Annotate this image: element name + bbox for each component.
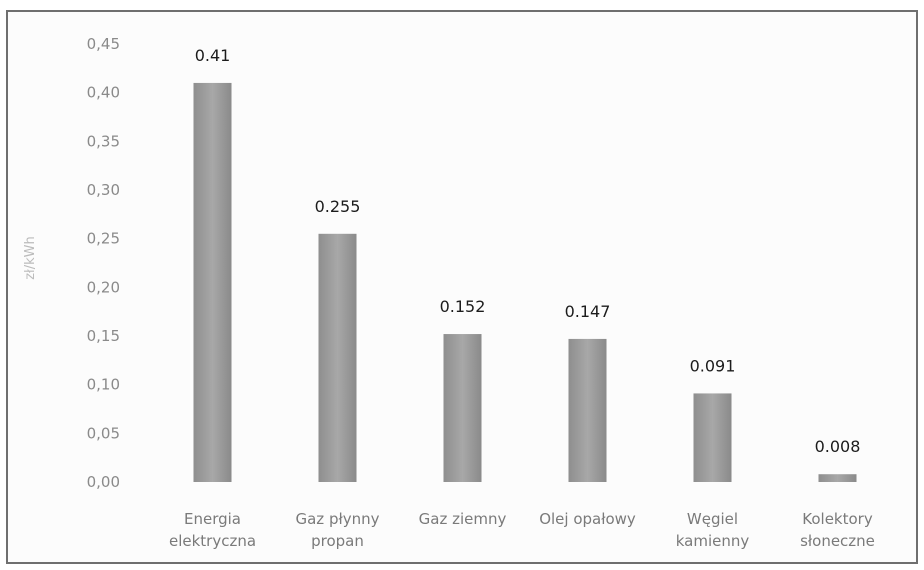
category-label: słoneczne — [800, 532, 875, 550]
category-label: kamienny — [676, 532, 750, 550]
y-axis-title: zł/kWh — [23, 236, 38, 280]
category-label: Gaz ziemny — [419, 510, 507, 528]
y-tick-label: 0,00 — [87, 473, 120, 491]
category-label: propan — [311, 532, 364, 550]
y-tick-label: 0,10 — [87, 376, 120, 394]
category-label: elektryczna — [169, 532, 256, 550]
bar — [693, 393, 732, 482]
category-label: Gaz płynny — [295, 510, 379, 528]
y-tick-label: 0,25 — [87, 230, 120, 248]
bar — [193, 82, 232, 482]
y-tick-label: 0,45 — [87, 35, 120, 53]
category-label: Węgiel — [687, 510, 738, 528]
data-label: 0.147 — [565, 302, 611, 321]
y-tick-label: 0,05 — [87, 424, 120, 442]
bar — [443, 334, 482, 482]
data-label: 0.008 — [815, 437, 861, 456]
bar — [318, 233, 357, 482]
y-tick-label: 0,20 — [87, 278, 120, 296]
bar — [568, 338, 607, 482]
data-label: 0.091 — [690, 356, 736, 375]
category-label: Kolektory — [802, 510, 873, 528]
category-label: Energia — [184, 510, 241, 528]
y-tick-label: 0,35 — [87, 132, 120, 150]
y-tick-label: 0,40 — [87, 84, 120, 102]
data-label: 0.41 — [195, 46, 231, 65]
data-label: 0.152 — [440, 297, 486, 316]
y-tick-label: 0,30 — [87, 181, 120, 199]
category-label: Olej opałowy — [539, 510, 636, 528]
y-tick-label: 0,15 — [87, 327, 120, 345]
bar — [818, 474, 857, 482]
data-label: 0.255 — [315, 197, 361, 216]
